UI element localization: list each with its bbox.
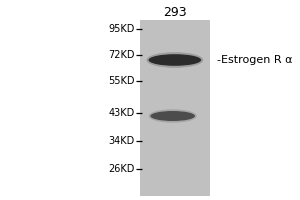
Ellipse shape bbox=[150, 111, 195, 121]
Text: 72KD: 72KD bbox=[108, 50, 135, 60]
Ellipse shape bbox=[148, 54, 201, 66]
Ellipse shape bbox=[146, 52, 203, 68]
FancyBboxPatch shape bbox=[140, 20, 211, 196]
Text: 26KD: 26KD bbox=[109, 164, 135, 174]
Text: -Estrogen R α: -Estrogen R α bbox=[217, 55, 293, 65]
Ellipse shape bbox=[149, 109, 197, 123]
Text: 293: 293 bbox=[164, 6, 187, 19]
Text: 43KD: 43KD bbox=[109, 108, 135, 118]
Text: 95KD: 95KD bbox=[109, 24, 135, 34]
Text: 55KD: 55KD bbox=[108, 76, 135, 86]
Text: 34KD: 34KD bbox=[109, 136, 135, 146]
